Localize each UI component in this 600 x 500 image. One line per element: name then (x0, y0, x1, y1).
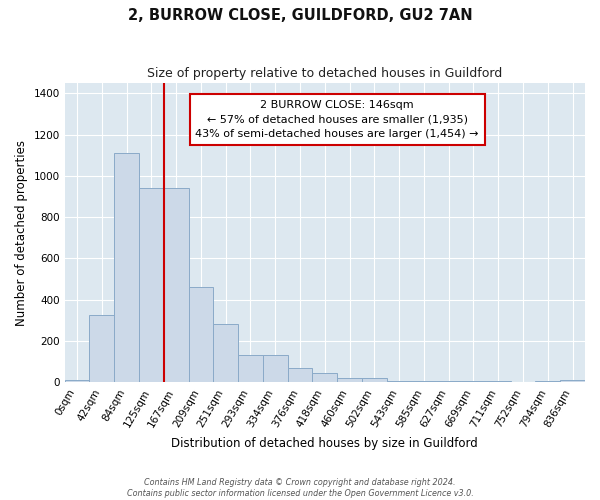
Text: 2 BURROW CLOSE: 146sqm
← 57% of detached houses are smaller (1,935)
43% of semi-: 2 BURROW CLOSE: 146sqm ← 57% of detached… (196, 100, 479, 139)
Bar (164, 188, 188, 382)
Bar (287, 368, 313, 382)
Bar (114, 153, 139, 382)
Bar (337, 378, 362, 382)
Bar (560, 380, 585, 382)
Bar (238, 356, 263, 382)
Bar (89, 315, 114, 382)
Bar (139, 188, 164, 382)
Title: Size of property relative to detached houses in Guildford: Size of property relative to detached ho… (147, 68, 502, 80)
Text: Contains HM Land Registry data © Crown copyright and database right 2024.
Contai: Contains HM Land Registry data © Crown c… (127, 478, 473, 498)
Bar (214, 324, 238, 382)
Bar (313, 373, 337, 382)
Y-axis label: Number of detached properties: Number of detached properties (15, 140, 28, 326)
Bar (263, 356, 287, 382)
Text: 2, BURROW CLOSE, GUILDFORD, GU2 7AN: 2, BURROW CLOSE, GUILDFORD, GU2 7AN (128, 8, 472, 22)
Bar (65, 380, 89, 382)
Bar (362, 378, 387, 382)
Bar (188, 288, 214, 382)
X-axis label: Distribution of detached houses by size in Guildford: Distribution of detached houses by size … (172, 437, 478, 450)
